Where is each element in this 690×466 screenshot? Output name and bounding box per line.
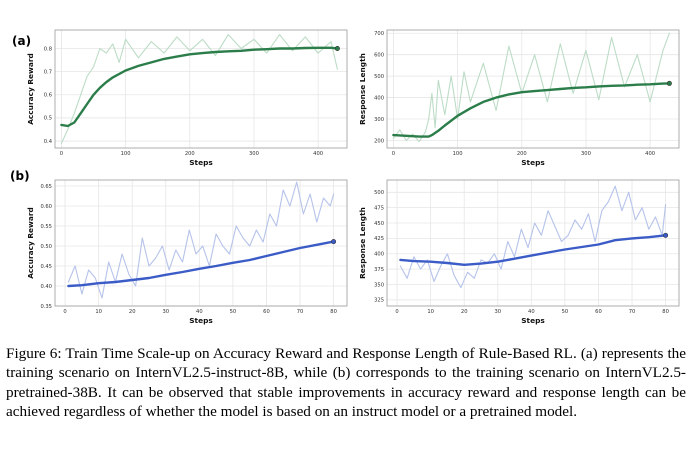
y-tick-label: 400 xyxy=(374,252,384,258)
y-tick-label: 0.4 xyxy=(44,139,53,145)
x-tick-label: 60 xyxy=(595,309,602,315)
series-end-point xyxy=(331,239,337,245)
x-axis-label: Steps xyxy=(521,158,545,167)
series-end-point xyxy=(666,80,672,86)
x-tick-label: 10 xyxy=(427,309,434,315)
y-tick-label: 0.55 xyxy=(40,224,52,230)
y-tick-label: 0.50 xyxy=(40,244,52,250)
plot-frame xyxy=(54,179,348,307)
y-tick-label: 425 xyxy=(374,236,384,242)
y-tick-label: 400 xyxy=(374,95,384,101)
x-tick-label: 200 xyxy=(517,151,527,157)
y-tick-label: 300 xyxy=(374,117,384,123)
x-tick-label: 80 xyxy=(662,309,669,315)
figure-caption: Figure 6: Train Time Scale-up on Accurac… xyxy=(6,345,686,421)
y-tick-label: 700 xyxy=(374,31,384,37)
x-axis-label: Steps xyxy=(189,316,213,325)
x-tick-label: 70 xyxy=(629,309,636,315)
x-tick-label: 20 xyxy=(129,309,136,315)
smoothed-series-line xyxy=(399,234,667,266)
x-tick-label: 50 xyxy=(230,309,237,315)
chart-b-accuracy-reward: 0 10 20 30 40 50 60 70 80 0.35 0.40 0.45 0.50 0.55 0.6… xyxy=(26,179,348,325)
y-tick-label: 475 xyxy=(374,205,384,211)
x-tick-label: 0 xyxy=(60,151,63,157)
chart-a-accuracy-reward: 0 100 200 300 400 0.4 0.5 0.6 0.7 0.8 Steps Accurac… xyxy=(26,29,348,167)
y-tick-label: 500 xyxy=(374,190,384,196)
y-tick-label: 0.5 xyxy=(44,116,52,122)
y-tick-label: 375 xyxy=(374,267,384,273)
x-tick-label: 40 xyxy=(196,309,203,315)
y-tick-label: 325 xyxy=(374,298,384,304)
x-tick-label: 100 xyxy=(453,151,463,157)
x-axis-label: Steps xyxy=(521,316,545,325)
plot-frame xyxy=(386,29,680,149)
y-tick-label: 0.65 xyxy=(40,184,52,190)
smoothed-series-line xyxy=(60,46,339,128)
plot-frame xyxy=(386,179,680,307)
x-tick-label: 40 xyxy=(528,309,535,315)
x-tick-label: 80 xyxy=(330,309,337,315)
y-axis-label: Response Length xyxy=(358,207,367,279)
x-tick-label: 70 xyxy=(297,309,304,315)
x-tick-label: 20 xyxy=(461,309,468,315)
y-tick-label: 0.35 xyxy=(40,304,52,310)
y-tick-label: 0.40 xyxy=(40,284,52,290)
raw-series-line xyxy=(67,181,335,299)
raw-series-line xyxy=(399,185,667,289)
smoothed-series-line xyxy=(392,82,671,138)
x-tick-label: 0 xyxy=(395,309,398,315)
y-tick-label: 0.8 xyxy=(44,46,52,52)
x-tick-label: 300 xyxy=(249,151,259,157)
x-tick-label: 10 xyxy=(95,309,102,315)
y-tick-label: 200 xyxy=(374,138,384,144)
x-tick-label: 60 xyxy=(263,309,270,315)
y-tick-label: 0.60 xyxy=(40,204,52,210)
smoothed-series-line xyxy=(67,240,335,288)
x-tick-label: 50 xyxy=(562,309,569,315)
panel-label-b: (b) xyxy=(10,169,30,183)
x-tick-label: 400 xyxy=(645,151,655,157)
y-tick-label: 350 xyxy=(374,282,384,288)
y-tick-label: 500 xyxy=(374,74,384,80)
y-tick-label: 0.45 xyxy=(40,264,52,270)
plot-area xyxy=(387,30,679,148)
plot-area xyxy=(55,30,347,148)
raw-series-line xyxy=(392,32,670,143)
series-end-point xyxy=(334,46,340,52)
y-axis-label: Response Length xyxy=(358,53,367,125)
x-axis-label: Steps xyxy=(189,158,213,167)
x-tick-label: 100 xyxy=(121,151,131,157)
x-tick-label: 30 xyxy=(494,309,501,315)
x-tick-label: 400 xyxy=(313,151,323,157)
panel-label-a: (a) xyxy=(12,34,31,48)
chart-a-response-length: 0 100 200 300 400 200 300 400 500 600 700 Steps Resp… xyxy=(358,29,680,167)
y-axis-label: Accuracy Reward xyxy=(26,207,35,279)
plot-frame xyxy=(54,29,348,149)
x-tick-label: 30 xyxy=(162,309,169,315)
y-axis-label: Accuracy Reward xyxy=(26,53,35,125)
figure-canvas: (a) (b) 0 100 200 300 4000.40.50.60.70.8Step… xyxy=(10,29,680,325)
x-tick-label: 300 xyxy=(581,151,591,157)
x-tick-label: 200 xyxy=(185,151,195,157)
chart-b-response-length: 0 10 20 30 40 50 60 70 80 325 350 375 400 425 450 475 50… xyxy=(358,179,680,325)
plot-area xyxy=(55,180,347,306)
y-tick-label: 0.6 xyxy=(44,93,52,99)
x-tick-label: 0 xyxy=(63,309,66,315)
y-tick-label: 600 xyxy=(374,52,384,58)
y-tick-label: 450 xyxy=(374,221,384,227)
y-tick-label: 0.7 xyxy=(44,69,52,75)
x-tick-label: 0 xyxy=(392,151,395,157)
series-end-point xyxy=(663,232,669,238)
raw-series-line xyxy=(60,34,338,144)
